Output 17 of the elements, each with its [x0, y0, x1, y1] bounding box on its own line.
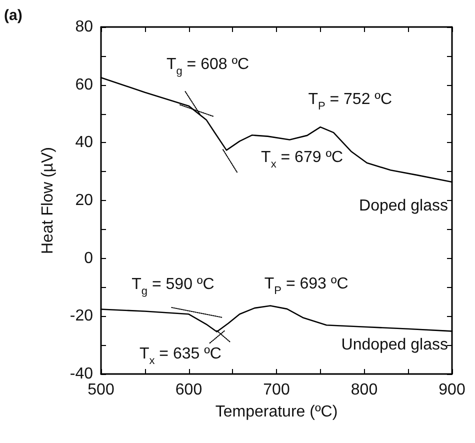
- x-tick-label: 600: [175, 382, 202, 398]
- y-tick-label: 60: [75, 76, 94, 94]
- annotation: Undoped glass: [341, 336, 448, 354]
- x-axis-title: Temperature (ºC): [215, 404, 338, 420]
- text: (a): [4, 7, 22, 24]
- x-tick-label: 700: [263, 382, 290, 398]
- y-axis-title: Heat Flow (µV): [40, 146, 56, 254]
- x-tick-label: 900: [438, 382, 466, 398]
- y-tick-label: 20: [75, 192, 94, 209]
- x-tick-label: 500: [88, 382, 114, 398]
- y-tick-label: 40: [75, 134, 94, 152]
- y-tick-label: -20: [70, 308, 94, 325]
- y-tick-label: -40: [70, 366, 94, 382]
- y-tick-label: 80: [75, 18, 94, 36]
- y-tick-label: 0: [84, 250, 94, 267]
- annotation: Doped glass: [359, 198, 448, 214]
- x-tick-label: 800: [350, 382, 378, 398]
